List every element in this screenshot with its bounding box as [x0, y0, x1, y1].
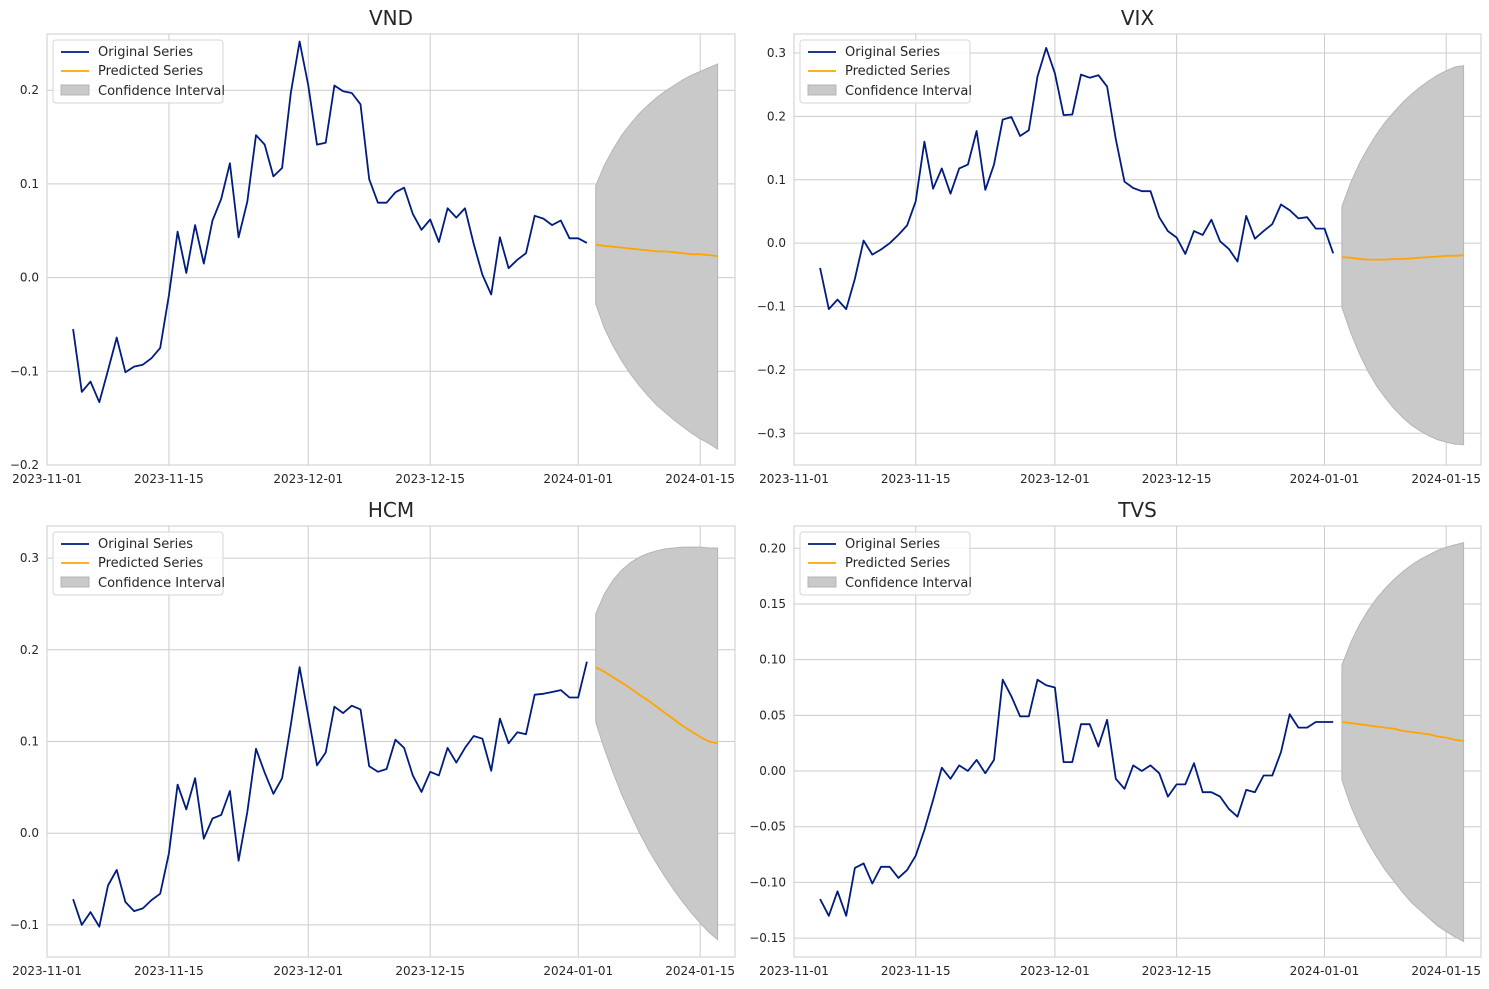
legend-predicted-label: Predicted Series: [845, 556, 950, 571]
legend-predicted-label: Predicted Series: [98, 64, 203, 79]
predicted-series-line: [595, 243, 718, 257]
legend-predicted-label: Predicted Series: [845, 64, 950, 79]
x-tick-label: 2023-11-15: [134, 964, 204, 978]
x-tick-label: 2024-01-01: [1290, 964, 1360, 978]
legend-box: [799, 39, 971, 104]
y-tick-label: −0.2: [757, 363, 786, 377]
x-tick-label: 2024-01-15: [1411, 472, 1481, 486]
x-tick-label: 2023-11-01: [759, 472, 829, 486]
x-tick-label: 2023-12-01: [273, 964, 343, 978]
x-tick-label: 2023-12-15: [395, 472, 465, 486]
x-tick-label: 2023-11-15: [881, 964, 951, 978]
x-tick-label: 2023-11-01: [759, 964, 829, 978]
y-tick-label: 0.3: [767, 46, 786, 60]
legend: Original Series Predicted Series Confidenc…: [52, 531, 225, 596]
panel-tvs: 2023-11-01 2023-11-15 2023-12-01 2023-12-15…: [749, 498, 1482, 978]
y-tick-label: −0.1: [10, 918, 39, 932]
axes-frame: [793, 525, 1482, 958]
y-tick-label: 0.0: [20, 826, 39, 840]
confidence-interval-band: [1341, 542, 1465, 943]
original-series-line: [72, 40, 588, 404]
axes-frame: [46, 525, 736, 958]
chart-title: TVS: [1117, 498, 1157, 522]
legend-ci-label: Confidence Interval: [98, 84, 225, 99]
legend-ci-label: Confidence Interval: [845, 576, 972, 591]
y-tick-label: 0.0: [20, 271, 39, 285]
x-tick-label: 2023-11-01: [12, 964, 82, 978]
x-tick-label: 2024-01-01: [543, 964, 613, 978]
y-tick-label: −0.15: [749, 931, 786, 945]
legend: Original Series Predicted Series Confidenc…: [799, 39, 972, 104]
axes-frame: [793, 33, 1482, 466]
predicted-series-line: [1341, 254, 1464, 261]
y-tick-label: −0.1: [757, 300, 786, 314]
legend-ci-swatch: [60, 576, 90, 588]
x-tick-label: 2023-12-15: [395, 964, 465, 978]
y-tick-label: 0.2: [767, 109, 786, 123]
legend-box: [799, 531, 971, 596]
x-tick-label: 2023-11-01: [12, 472, 82, 486]
legend-original-label: Original Series: [845, 45, 940, 60]
x-tick-label: 2023-12-01: [1020, 472, 1090, 486]
y-tick-label: 0.05: [759, 708, 786, 722]
legend-original-label: Original Series: [98, 537, 193, 552]
legend-original-label: Original Series: [98, 45, 193, 60]
x-tick-label: 2023-12-15: [1142, 472, 1212, 486]
y-tick-label: 0.1: [20, 177, 39, 191]
y-tick-label: −0.05: [749, 820, 786, 834]
confidence-interval-band: [595, 63, 719, 451]
legend-ci-label: Confidence Interval: [845, 84, 972, 99]
panel-vnd: 2023-11-01 2023-11-15 2023-12-01 2023-12-15…: [10, 6, 736, 486]
confidence-interval-band: [1341, 65, 1465, 446]
legend-ci-label: Confidence Interval: [98, 576, 225, 591]
x-tick-label: 2024-01-01: [1290, 472, 1360, 486]
legend-ci-swatch: [807, 576, 837, 588]
x-tick-label: 2024-01-15: [1411, 964, 1481, 978]
y-tick-label: 0.20: [759, 541, 786, 555]
x-tick-label: 2023-11-15: [134, 472, 204, 486]
x-tick-label: 2023-11-15: [881, 472, 951, 486]
legend-ci-swatch: [60, 84, 90, 96]
chart-title: VIX: [1121, 6, 1155, 30]
x-tick-label: 2024-01-01: [543, 472, 613, 486]
y-tick-label: 0.2: [20, 643, 39, 657]
axes-frame: [46, 33, 736, 466]
x-tick-label: 2023-12-15: [1142, 964, 1212, 978]
confidence-interval-band: [595, 546, 719, 941]
y-tick-label: 0.3: [20, 551, 39, 565]
panel-vix: 2023-11-01 2023-11-15 2023-12-01 2023-12-15…: [757, 6, 1482, 486]
y-tick-label: 0.10: [759, 653, 786, 667]
x-tick-label: 2023-12-01: [273, 472, 343, 486]
x-tick-label: 2024-01-15: [665, 964, 735, 978]
chart-title: VND: [369, 6, 413, 30]
legend: Original Series Predicted Series Confidenc…: [799, 531, 972, 596]
y-tick-label: 0.2: [20, 83, 39, 97]
y-tick-label: −0.3: [757, 426, 786, 440]
x-tick-label: 2023-12-01: [1020, 964, 1090, 978]
legend-predicted-label: Predicted Series: [98, 556, 203, 571]
legend-box: [52, 531, 224, 596]
original-series-line: [72, 661, 588, 928]
y-tick-label: −0.1: [10, 364, 39, 378]
x-tick-label: 2024-01-15: [665, 472, 735, 486]
y-tick-label: −0.2: [10, 458, 39, 472]
y-tick-label: 0.1: [767, 173, 786, 187]
legend-box: [52, 39, 224, 104]
chart-title: HCM: [368, 498, 414, 522]
legend-original-label: Original Series: [845, 537, 940, 552]
y-tick-label: 0.00: [759, 764, 786, 778]
panel-hcm: 2023-11-01 2023-11-15 2023-12-01 2023-12-15…: [10, 498, 736, 978]
predicted-series-line: [595, 666, 718, 745]
original-series-line: [819, 47, 1335, 311]
y-tick-label: 0.1: [20, 735, 39, 749]
legend: Original Series Predicted Series Confidenc…: [52, 39, 225, 104]
predicted-series-line: [1341, 721, 1464, 742]
y-tick-label: 0.15: [759, 597, 786, 611]
legend-ci-swatch: [807, 84, 837, 96]
y-tick-label: 0.0: [767, 236, 786, 250]
original-series-line: [819, 678, 1334, 917]
y-tick-label: −0.10: [749, 875, 786, 889]
